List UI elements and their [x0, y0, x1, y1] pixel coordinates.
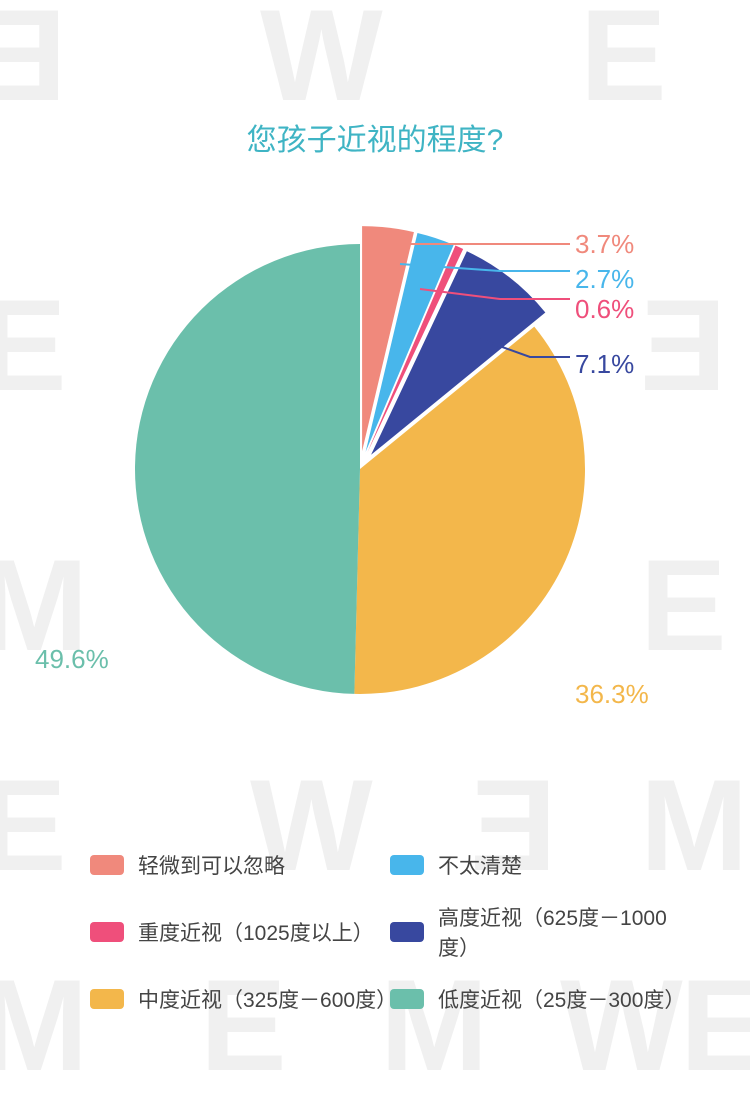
leader-line-severe — [420, 289, 570, 299]
legend-swatch — [390, 922, 424, 942]
legend-item: 中度近视（325度－600度） — [90, 984, 390, 1014]
legend: 轻微到可以忽略 不太清楚重度近视（1025度以上） 高度近视（625度－1000度）… — [90, 850, 690, 1036]
legend-item: 轻微到可以忽略 — [90, 850, 390, 880]
leader-line-high — [480, 339, 570, 357]
legend-label: 中度近视（325度－600度） — [138, 984, 390, 1014]
legend-swatch — [390, 989, 424, 1009]
slice-label-unclear: 2.7% — [575, 264, 634, 295]
legend-item: 高度近视（625度－1000度） — [390, 902, 690, 962]
legend-label: 不太清楚 — [438, 850, 522, 880]
pie-chart-area: 3.7% 2.7%0.6% 7.1% 36.3% 49.6% — [0, 189, 750, 749]
legend-row: 中度近视（325度－600度） 低度近视（25度－300度） — [90, 984, 690, 1014]
slice-label-severe: 0.6% — [575, 294, 634, 325]
legend-swatch — [90, 855, 124, 875]
legend-item: 重度近视（1025度以上） — [90, 902, 390, 962]
legend-label: 重度近视（1025度以上） — [138, 917, 374, 947]
legend-label: 高度近视（625度－1000度） — [438, 902, 690, 962]
legend-swatch — [90, 922, 124, 942]
legend-row: 重度近视（1025度以上） 高度近视（625度－1000度） — [90, 902, 690, 962]
leader-lines-svg — [0, 189, 750, 749]
legend-row: 轻微到可以忽略 不太清楚 — [90, 850, 690, 880]
slice-label-low: 49.6% — [35, 644, 109, 675]
chart-content: 您孩子近视的程度? 3.7% 2.7%0.6% 7.1% 36.3% 49.6% 轻微到… — [0, 0, 750, 1065]
legend-swatch — [390, 855, 424, 875]
legend-swatch — [90, 989, 124, 1009]
legend-item: 不太清楚 — [390, 850, 690, 880]
slice-label-negligible: 3.7% — [575, 229, 634, 260]
slice-label-high: 7.1% — [575, 349, 634, 380]
chart-title: 您孩子近视的程度? — [0, 0, 750, 159]
legend-item: 低度近视（25度－300度） — [390, 984, 690, 1014]
legend-label: 轻微到可以忽略 — [138, 850, 285, 880]
leader-line-unclear — [400, 264, 570, 271]
slice-label-moderate: 36.3% — [575, 679, 649, 710]
legend-label: 低度近视（25度－300度） — [438, 984, 685, 1014]
